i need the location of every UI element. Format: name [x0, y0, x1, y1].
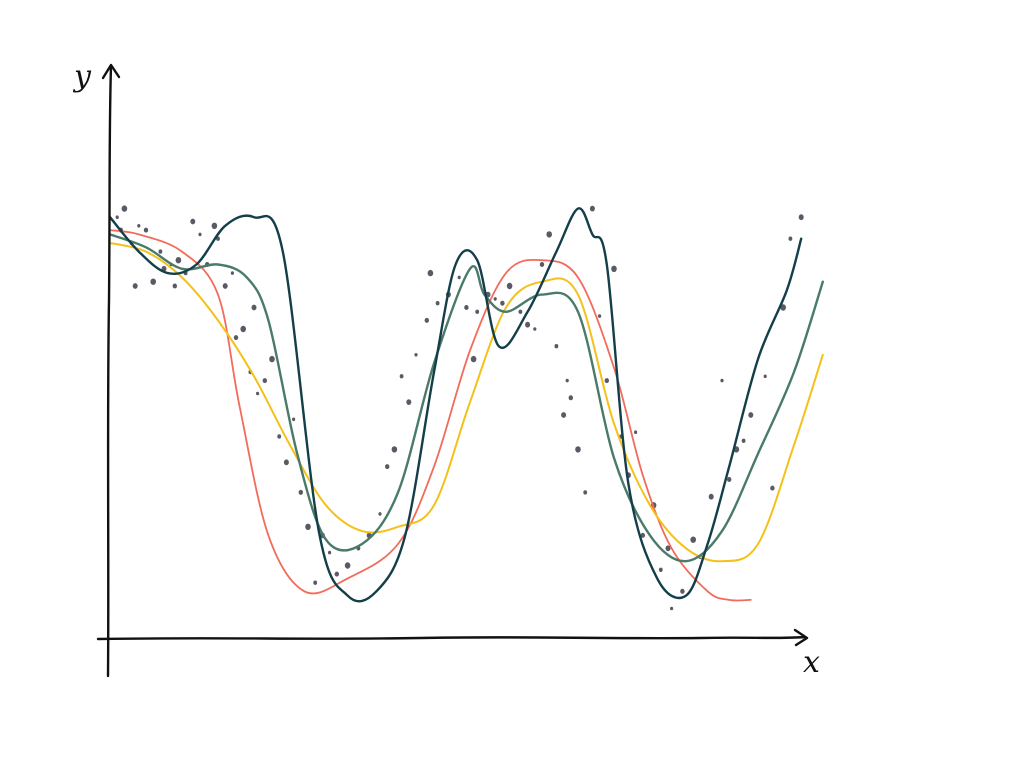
scatter-point [708, 493, 714, 500]
scatter-point [539, 262, 545, 267]
scatter-point [763, 374, 767, 379]
scatter-point [172, 283, 177, 289]
scatter-point [568, 395, 573, 401]
y-axis-line [106, 64, 113, 678]
scatter-point [720, 378, 724, 383]
scatter-point [634, 430, 638, 435]
scatter-point [230, 271, 234, 275]
scatter-point [604, 378, 609, 384]
scatter-point [143, 227, 149, 233]
scatter-point [727, 477, 732, 482]
scatter-points [115, 205, 804, 611]
scatter-point [533, 327, 537, 331]
scatter-point [222, 283, 228, 289]
scatter-point [424, 317, 429, 323]
scatter-point [554, 344, 559, 349]
scatter-point [115, 215, 119, 219]
scatter-point [518, 309, 523, 314]
scatter-point [150, 278, 156, 285]
scatter-point [690, 536, 696, 543]
scatter-point [457, 275, 461, 280]
scatter-point [283, 459, 289, 466]
scatter-point [137, 224, 141, 228]
scatter-point [670, 606, 674, 611]
scatter-point [121, 205, 128, 212]
scatter-point [598, 314, 602, 318]
scatter-point [233, 335, 239, 341]
scatter-point [464, 305, 469, 310]
scatter-point [748, 412, 754, 418]
series-line-1 [109, 229, 752, 602]
scatter-point [292, 417, 296, 422]
scatter-point [506, 282, 513, 290]
scatter-point [262, 378, 267, 384]
scatter-point [611, 265, 617, 272]
scatter-point [391, 446, 398, 453]
scatter-point [334, 571, 339, 577]
scatter-point [198, 232, 202, 237]
scatter-point [658, 567, 663, 572]
scatter-point [493, 297, 497, 301]
scatter-point [399, 374, 404, 379]
scatter-point [680, 588, 685, 594]
x-axis-line [96, 635, 807, 641]
scatter-point [385, 464, 390, 470]
scatter-point [211, 222, 218, 229]
scatter-point [770, 485, 775, 491]
scatter-point [378, 512, 382, 516]
scatter-point [158, 249, 163, 254]
scatter-point [298, 489, 303, 495]
scatter-point [788, 236, 793, 241]
y-axis-label: y [72, 59, 92, 94]
scatter-point [305, 523, 311, 530]
x-axis-label: x [803, 645, 820, 680]
scatter-point [427, 269, 434, 277]
scatter-point [240, 325, 246, 333]
scatter-point [251, 304, 257, 311]
series-lines [108, 207, 824, 603]
scatter-point [269, 355, 275, 363]
scatter-point [328, 550, 332, 555]
scatter-point [190, 218, 196, 225]
scatter-point [475, 309, 480, 314]
y-axis-arrowhead [101, 63, 121, 80]
scatter-point [665, 545, 671, 552]
scatter-point [589, 205, 595, 212]
scatter-point [470, 355, 477, 363]
scatter-point [344, 562, 351, 569]
scatter-point [406, 399, 412, 405]
series-line-4 [108, 207, 803, 603]
series-line-3 [108, 233, 824, 563]
axes: x y [72, 59, 820, 680]
scatter-point [500, 300, 505, 306]
x-axis-arrowhead [793, 628, 809, 647]
scatter-point [565, 378, 569, 383]
series-line-2 [109, 242, 824, 563]
scatter-point [256, 391, 260, 396]
scatter-point [780, 304, 786, 311]
scatter-point [132, 283, 138, 289]
scatter-point [575, 446, 581, 453]
scatter-point [561, 412, 567, 418]
scatter-point [741, 438, 746, 443]
scatter-point [583, 490, 588, 495]
scatter-point [546, 231, 552, 238]
scatter-point [640, 532, 645, 538]
scatter-point [277, 434, 282, 439]
scatter-point [525, 321, 531, 328]
scatter-point [414, 353, 418, 357]
scatter-point [175, 257, 182, 264]
scatter-point [798, 214, 804, 221]
scatter-point [435, 301, 440, 306]
scatter-point [313, 580, 318, 585]
